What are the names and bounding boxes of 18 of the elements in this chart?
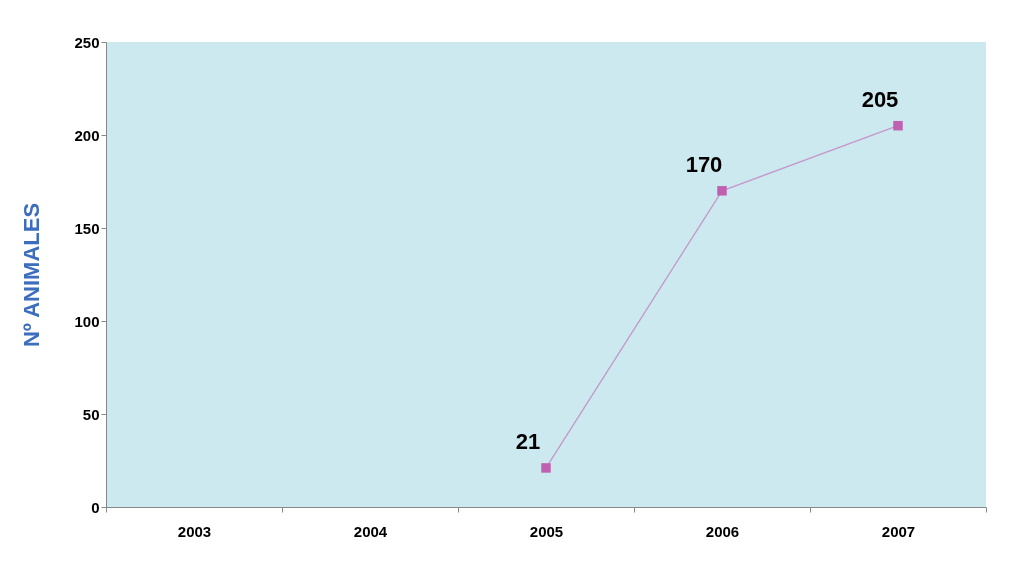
x-tick-label: 2005 xyxy=(529,522,564,540)
x-tick-label: 2007 xyxy=(881,522,916,540)
x-tick-label: 2004 xyxy=(353,522,388,540)
y-tick-label: 100 xyxy=(74,312,100,330)
y-tick-label: 250 xyxy=(74,33,100,51)
y-tick-label: 150 xyxy=(74,219,100,237)
point xyxy=(717,186,727,196)
x-tick-label: 2006 xyxy=(705,522,740,540)
y-tick-label: 0 xyxy=(91,498,100,516)
data-label: 170 xyxy=(685,151,723,177)
data-label: 21 xyxy=(515,428,541,454)
y-axis-title: Nº ANIMALES xyxy=(19,202,45,348)
point xyxy=(893,120,903,131)
point xyxy=(541,463,551,473)
y-tick-label: 200 xyxy=(74,126,100,144)
x-tick-label: 2003 xyxy=(177,522,212,540)
data-label: 205 xyxy=(861,86,899,112)
y-tick-label: 50 xyxy=(82,405,100,423)
